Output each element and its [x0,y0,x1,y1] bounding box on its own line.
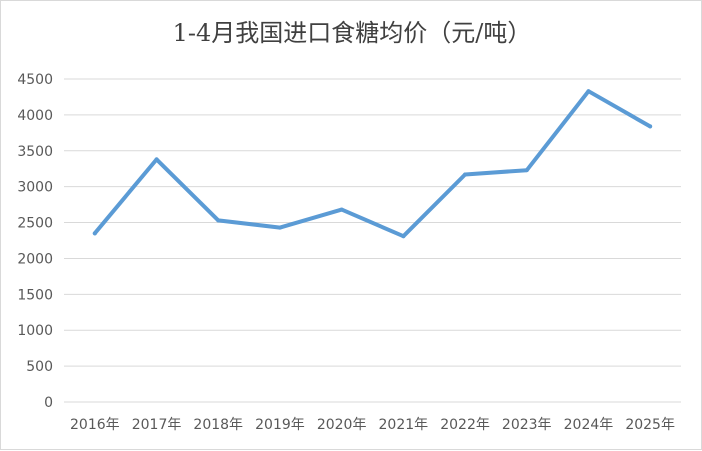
y-tick-label: 1500 [17,287,53,303]
y-tick-label: 3000 [17,180,53,196]
x-tick-label: 2023年 [502,417,552,433]
y-tick-label: 500 [26,359,53,375]
series-layer [92,89,653,239]
chart-title: 1-4月我国进口食糖均价（元/吨） [173,19,532,47]
x-tick-label: 2017年 [132,417,182,433]
x-tick-label: 2024年 [564,417,614,433]
y-tick-label: 4500 [17,72,53,88]
data-point-2025年 [648,124,653,129]
x-tick-label: 2021年 [379,417,429,433]
x-tick-label: 2019年 [255,417,305,433]
data-point-2019年 [277,225,282,230]
x-tick-label: 2018年 [193,417,243,433]
y-tick-label: 2500 [17,216,53,232]
data-point-2022年 [463,172,468,177]
x-tick-label: 2016年 [70,417,120,433]
x-tick-label: 2022年 [440,417,490,433]
data-point-2024年 [586,89,591,94]
x-tick-label: 2020年 [317,417,367,433]
x-tick-label: 2025年 [625,417,675,433]
y-axis-tick-labels: 0 500 1000 1500 2000 2500 3000 3500 4000 4500 [17,72,53,411]
y-tick-label: 2000 [17,251,53,267]
data-point-2018年 [216,218,221,223]
gridlines [64,78,681,403]
y-tick-label: 1000 [17,323,53,339]
series-line [92,89,653,239]
y-tick-label: 3500 [17,144,53,160]
y-tick-label: 0 [44,395,53,411]
data-point-2017年 [154,157,159,162]
y-tick-label: 4000 [17,108,53,124]
data-point-2021年 [401,234,406,239]
x-axis-tick-labels: 2016年 2017年 2018年 2019年 2020年 2021年 2022年 2023年… [70,417,675,433]
data-point-2016年 [92,231,97,236]
data-point-2020年 [339,207,344,212]
data-point-2023年 [524,168,529,173]
